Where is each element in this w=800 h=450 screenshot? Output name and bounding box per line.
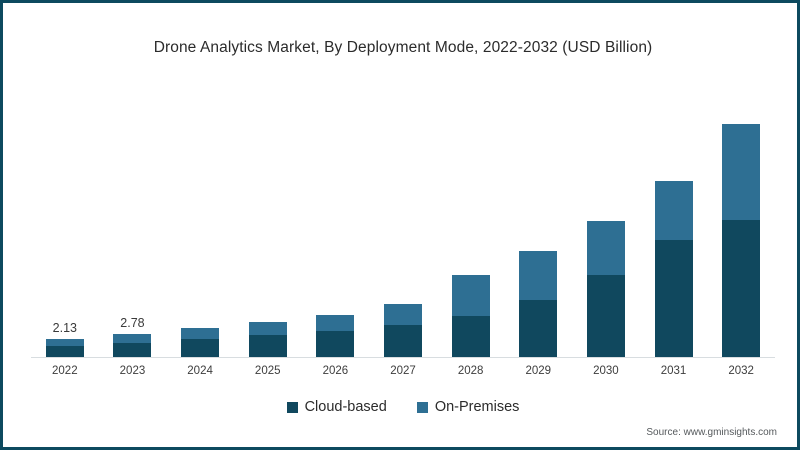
x-tick-label-2032: 2032 <box>728 365 754 377</box>
bar-group-2025[interactable] <box>248 322 287 357</box>
bar-segment-cloud-based[interactable] <box>113 342 152 357</box>
bar-group-2029[interactable] <box>519 251 558 357</box>
bar-group-2031[interactable] <box>654 181 693 357</box>
x-tick-label-2031: 2031 <box>660 365 687 377</box>
bar-group-2027[interactable] <box>384 303 422 357</box>
x-tick-label-2030: 2030 <box>593 365 619 377</box>
bar-stack <box>451 275 490 357</box>
bar-segment-on-premises[interactable] <box>586 221 625 276</box>
legend-swatch-cloud-based <box>286 401 298 413</box>
bar-segment-cloud-based[interactable] <box>519 300 558 357</box>
bar-stack <box>654 181 693 357</box>
x-tick-label-2024: 2024 <box>187 365 213 377</box>
bar-value-label-2022: 2.13 <box>52 321 77 336</box>
bar-segment-on-premises[interactable] <box>654 181 693 241</box>
bar-stack <box>45 339 84 357</box>
bar-value-label-2023: 2.78 <box>120 315 145 330</box>
x-tick-label-2026: 2026 <box>322 365 349 377</box>
bar-group-2022[interactable]: 2.13 <box>45 321 84 357</box>
bar-stack <box>519 251 558 357</box>
bar-stack <box>113 333 152 357</box>
bar-segment-on-premises[interactable] <box>451 275 490 317</box>
chart-legend: Cloud-based On-Premises <box>3 399 797 415</box>
bar-stack <box>248 322 287 357</box>
x-axis-line <box>31 357 775 358</box>
bar-stack <box>722 123 761 357</box>
bar-stack <box>316 314 355 357</box>
x-tick-label-2028: 2028 <box>457 365 484 377</box>
x-tick-label-2025: 2025 <box>254 365 281 377</box>
bar-group-2030[interactable] <box>586 221 625 357</box>
bar-segment-cloud-based[interactable] <box>384 324 422 357</box>
legend-label-cloud-based: Cloud-based <box>304 399 387 415</box>
source-attribution: Source: www.gminsights.com <box>646 427 777 438</box>
bar-segment-cloud-based[interactable] <box>45 346 84 357</box>
bar-segment-on-premises[interactable] <box>519 251 558 301</box>
x-tick-label-2022: 2022 <box>52 365 78 377</box>
bar-segment-cloud-based[interactable] <box>586 275 625 357</box>
bar-segment-on-premises[interactable] <box>248 322 287 336</box>
legend-item-cloud-based[interactable]: Cloud-based <box>286 399 387 415</box>
bar-stack <box>181 327 220 357</box>
bar-segment-cloud-based[interactable] <box>654 240 693 357</box>
x-tick-label-2027: 2027 <box>390 365 416 377</box>
page-title: Drone Analytics Market, By Deployment Mo… <box>153 39 653 56</box>
figure-inner-border <box>6 6 797 447</box>
bar-stack <box>586 221 625 357</box>
x-tick-label-2023: 2023 <box>119 365 146 377</box>
bar-stack <box>384 303 422 357</box>
bar-segment-on-premises[interactable] <box>316 314 355 332</box>
bar-segment-on-premises[interactable] <box>384 303 422 325</box>
bar-group-2032[interactable] <box>722 123 761 357</box>
x-tick-label-2029: 2029 <box>525 365 552 377</box>
bar-group-2024[interactable] <box>181 327 220 357</box>
bar-segment-cloud-based[interactable] <box>451 316 490 357</box>
bar-segment-cloud-based[interactable] <box>181 338 220 357</box>
bar-group-2026[interactable] <box>316 314 355 357</box>
legend-swatch-on-premises <box>416 401 428 413</box>
bar-segment-on-premises[interactable] <box>722 123 761 220</box>
bar-group-2023[interactable]: 2.78 <box>113 316 152 357</box>
plot-area: 2.13 2.78 <box>31 83 775 358</box>
bar-segment-on-premises[interactable] <box>45 339 84 347</box>
bar-segment-cloud-based[interactable] <box>316 331 355 357</box>
legend-label-on-premises: On-Premises <box>434 399 520 415</box>
bar-segment-on-premises[interactable] <box>181 327 220 339</box>
bar-group-2028[interactable] <box>451 275 490 357</box>
legend-item-on-premises[interactable]: On-Premises <box>416 399 520 415</box>
bar-segment-cloud-based[interactable] <box>248 335 287 357</box>
bar-segment-on-premises[interactable] <box>113 333 152 343</box>
bar-segment-cloud-based[interactable] <box>722 219 761 357</box>
